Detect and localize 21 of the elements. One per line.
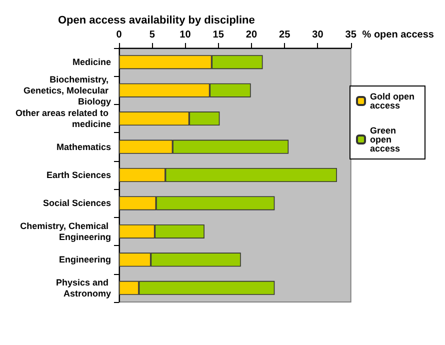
x-tick-label: 15 <box>212 30 224 40</box>
legend-label: Green open access <box>370 126 400 154</box>
y-tick-label: Social Sciences <box>42 198 111 208</box>
x-tick-label: 35 <box>345 30 357 40</box>
x-tick-label: 20 <box>246 30 258 40</box>
x-tick-label: 25 <box>279 30 291 40</box>
legend-label: Gold open access <box>370 92 418 110</box>
y-tick-label: Medicine <box>72 57 111 68</box>
y-tick-label: Engineering <box>58 254 111 265</box>
y-tick-label: Biochemistry, Genetics, Molecular Biology <box>23 74 111 106</box>
y-tick-label: Mathematics <box>56 142 111 152</box>
x-tick-label: 5 <box>149 30 156 40</box>
y-tick-label: Earth Sciences <box>46 170 111 180</box>
chart-title: Open access availability by discipline <box>58 14 255 26</box>
y-tick-label: Other areas related to medicine <box>15 108 111 130</box>
y-tick-label: Physics and Astronomy <box>56 277 111 298</box>
x-tick-label: 0 <box>116 30 122 40</box>
x-tick-label: 30 <box>312 30 324 40</box>
x-axis-title: % open access <box>362 30 434 40</box>
y-tick-label: Chemistry, Chemical Engineering <box>20 220 111 242</box>
x-tick-label: 10 <box>180 30 192 40</box>
